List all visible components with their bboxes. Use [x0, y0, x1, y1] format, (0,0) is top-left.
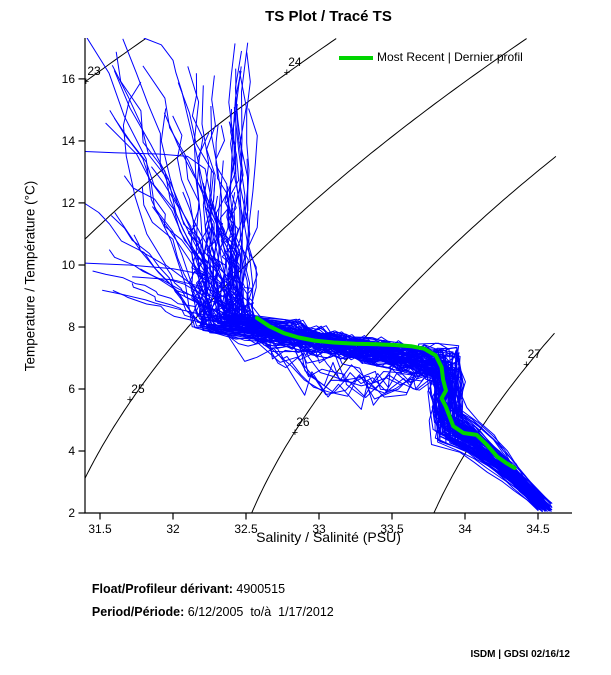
- ts-profile: [114, 212, 542, 512]
- period-label: Period/Période:: [91, 605, 185, 619]
- ts-profile: [234, 296, 539, 511]
- ts-profile: [225, 108, 552, 504]
- contour-label-plus: +: [292, 427, 298, 439]
- contour-label: 23: [87, 64, 101, 78]
- y-tick-label: 12: [62, 196, 76, 210]
- ts-profile: [226, 68, 543, 512]
- ts-profile: [102, 289, 546, 512]
- x-tick-label: 32.5: [234, 522, 258, 536]
- plot-data-layer: +23 +24+25+26+27: [83, 38, 557, 513]
- ts-profile: [212, 160, 540, 508]
- period-line: Period/Période: 6/12/2005 to/à 1/17/2012: [78, 591, 334, 633]
- ts-profile-outlier: [143, 38, 259, 322]
- period-value: 6/12/2005 to/à 1/17/2012: [184, 605, 334, 619]
- isopycnal-27: [433, 332, 555, 513]
- ts-profile: [231, 245, 544, 509]
- ts-profile-outlier: [122, 81, 254, 323]
- ts-profile: [230, 104, 551, 512]
- ts-profile: [225, 121, 548, 509]
- chart-title: TS Plot / Tracé TS: [265, 8, 392, 25]
- x-tick-label: 34.5: [526, 522, 550, 536]
- x-tick-label: 31.5: [88, 522, 112, 536]
- isopycnal-23: [85, 38, 146, 83]
- y-tick-label: 10: [62, 258, 76, 272]
- ts-profile: [194, 297, 547, 511]
- ts-profile: [227, 194, 542, 507]
- ts-profile: [206, 209, 543, 505]
- y-tick-label: 16: [62, 72, 76, 86]
- ts-profile: [215, 282, 543, 509]
- contour-label-plus: +: [284, 67, 290, 79]
- ts-profile: [231, 292, 541, 511]
- float-id-label: Float/Profileur dérivant:: [91, 582, 233, 596]
- float-id-value: 4900515: [232, 582, 286, 596]
- ts-profile: [201, 299, 546, 508]
- ts-profile: [204, 75, 544, 506]
- ts-profile-outlier: [160, 108, 264, 322]
- contour-label: 26: [296, 415, 310, 429]
- ts-profile: [247, 210, 539, 512]
- ts-profile: [190, 265, 548, 508]
- contour-label: 25: [131, 382, 145, 396]
- y-tick-label: 4: [68, 444, 75, 458]
- x-tick-label: 33.5: [380, 522, 404, 536]
- contour-label-plus: +: [523, 359, 529, 371]
- ts-profile: [238, 42, 545, 510]
- y-tick-label: 2: [68, 506, 75, 520]
- x-tick-label: 32: [166, 522, 180, 536]
- float-id-line: Float/Profileur dérivant: 4900515: [78, 568, 285, 610]
- y-tick-label: 6: [68, 382, 75, 396]
- ts-profile: [229, 50, 548, 506]
- ts-profile-outlier: [132, 276, 250, 319]
- ts-profile-outlier: [85, 262, 256, 322]
- y-tick-label: 8: [68, 320, 75, 334]
- credit-stamp: ISDM | GDSI 02/16/12: [470, 649, 570, 660]
- ts-profile: [228, 43, 539, 506]
- contour-label-plus: +: [83, 76, 89, 88]
- x-axis-label: Salinity / Salinité (PSU): [256, 529, 401, 545]
- most-recent-profile: [255, 316, 517, 470]
- ts-profile: [112, 290, 544, 506]
- y-tick-label: 14: [62, 134, 76, 148]
- contour-label: 24: [288, 55, 302, 69]
- y-axis-label: Temperature / Température (°C): [22, 180, 38, 372]
- legend-most-recent-label: Most Recent | Dernier profil: [377, 50, 523, 64]
- ts-profile: [86, 38, 553, 511]
- ts-profile: [229, 207, 542, 505]
- contour-label-plus: +: [127, 394, 133, 406]
- isopycnal-24: [85, 38, 337, 240]
- ts-profile: [228, 254, 551, 510]
- contour-label: 27: [528, 347, 542, 361]
- legend-most-recent-swatch: [339, 56, 373, 60]
- x-tick-label: 33: [312, 522, 326, 536]
- x-tick-label: 34: [458, 522, 472, 536]
- isopycnal-26: [251, 156, 557, 513]
